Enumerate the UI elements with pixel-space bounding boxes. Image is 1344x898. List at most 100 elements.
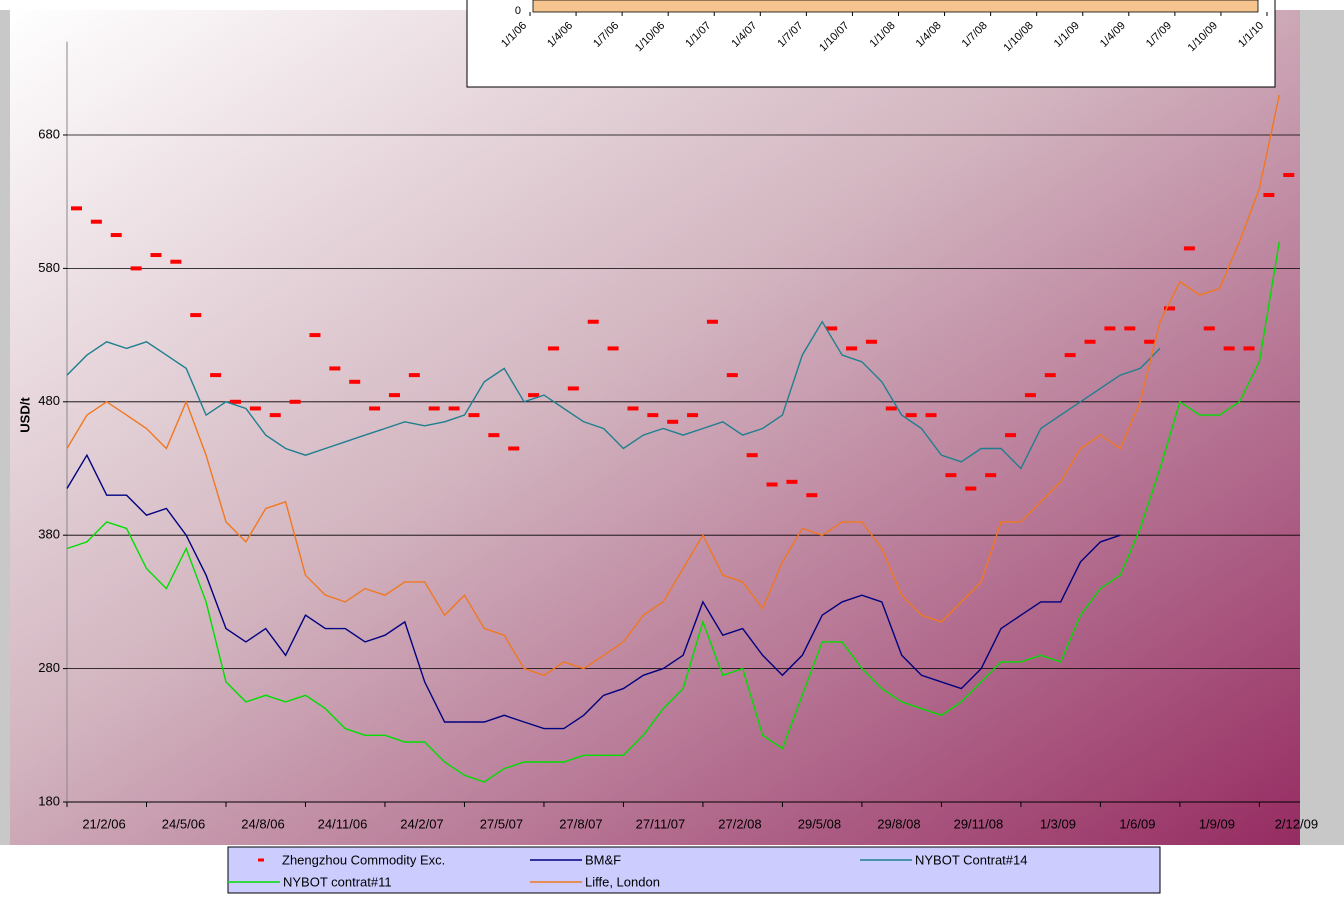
- point: [985, 473, 997, 478]
- x-tick-label: 1/6/09: [1119, 816, 1155, 831]
- x-tick-label: 24/2/07: [400, 816, 443, 831]
- point: [1044, 373, 1056, 378]
- inset-area: [532, 0, 1259, 13]
- y-tick-label: 380: [38, 527, 60, 542]
- point: [210, 373, 222, 378]
- point: [1164, 306, 1176, 311]
- point: [448, 406, 460, 411]
- point: [1263, 193, 1275, 198]
- x-tick-label: 1/3/09: [1040, 816, 1076, 831]
- point: [766, 482, 778, 487]
- y-tick-label: 580: [38, 260, 60, 275]
- point: [567, 386, 579, 391]
- point: [71, 206, 82, 211]
- point: [826, 326, 838, 331]
- inset-y-tick-label: 0: [515, 5, 521, 17]
- x-tick-label: 27/11/07: [636, 816, 686, 831]
- point: [1064, 353, 1076, 358]
- x-tick-label: 29/11/08: [954, 816, 1004, 831]
- point: [249, 406, 261, 411]
- point: [607, 346, 619, 351]
- x-tick-label: 29/5/08: [798, 816, 841, 831]
- point: [90, 219, 102, 224]
- point: [786, 479, 798, 484]
- point: [1183, 246, 1195, 251]
- legend: [227, 846, 1161, 894]
- point: [687, 413, 699, 418]
- point: [329, 366, 341, 371]
- x-tick-label: 1/9/09: [1199, 816, 1235, 831]
- point: [528, 393, 540, 398]
- x-tick-label: 24/5/06: [162, 816, 205, 831]
- point: [190, 313, 202, 318]
- y-tick-label: 480: [38, 393, 60, 408]
- y-tick-label: 280: [38, 660, 60, 675]
- point: [706, 319, 718, 324]
- legend-entries: Zhengzhou Commodity Exc. BM&F NYBOT Contra…: [228, 852, 1027, 889]
- point: [428, 406, 440, 411]
- x-tick-label: 27/8/07: [559, 816, 602, 831]
- point: [587, 319, 599, 324]
- point: [170, 259, 182, 264]
- point: [965, 486, 977, 491]
- point: [269, 413, 281, 418]
- point: [1144, 339, 1156, 344]
- point: [726, 373, 738, 378]
- point: [309, 333, 321, 338]
- point: [1243, 346, 1255, 351]
- point: [408, 373, 420, 378]
- y-tick-label: 680: [38, 126, 60, 141]
- point: [846, 346, 858, 351]
- y-tick-label: 180: [38, 793, 60, 808]
- x-tick-label: 29/8/08: [877, 816, 920, 831]
- point: [547, 346, 559, 351]
- x-tick-label: 27/5/07: [480, 816, 523, 831]
- legend-label: NYBOT contrat#11: [283, 874, 392, 889]
- point: [925, 413, 937, 418]
- legend-label: Zhengzhou Commodity Exc.: [282, 852, 445, 867]
- point: [289, 399, 301, 404]
- point: [349, 379, 361, 384]
- point: [647, 413, 659, 418]
- point: [1104, 326, 1116, 331]
- point: [1084, 339, 1096, 344]
- x-tick-label: 21/2/06: [82, 816, 125, 831]
- point: [667, 419, 679, 424]
- x-tick-label: 24/8/06: [241, 816, 284, 831]
- x-tick-label: 27/2/08: [718, 816, 761, 831]
- legend-label: Liffe, London: [585, 874, 660, 889]
- point: [1223, 346, 1235, 351]
- point: [1283, 173, 1295, 178]
- point: [905, 413, 917, 418]
- series-line: [66, 453, 1121, 730]
- x-tick-label: 2/12/09: [1275, 816, 1318, 831]
- point: [369, 406, 381, 411]
- series-line: [66, 94, 1280, 677]
- point: [388, 393, 400, 398]
- point: [130, 266, 142, 271]
- main-chart: 180 280 380 480 580 680 21/2/06 24/5/06 24/8/06 2…: [38, 41, 1318, 831]
- point: [885, 406, 897, 411]
- series-line: [66, 320, 1161, 470]
- point: [1124, 326, 1136, 331]
- point: [1024, 393, 1036, 398]
- inset-chart: [466, 0, 1276, 88]
- point: [150, 253, 162, 258]
- point: [488, 433, 500, 438]
- y-axis-label: USD/t: [17, 397, 32, 433]
- point: [806, 493, 818, 498]
- legend-label: NYBOT Contrat#14: [915, 852, 1027, 867]
- point: [1203, 326, 1215, 331]
- point: [1005, 433, 1017, 438]
- point: [229, 399, 241, 404]
- series-line: [66, 241, 1280, 783]
- legend-marker: [258, 858, 264, 862]
- point: [945, 473, 957, 478]
- point: [508, 446, 520, 451]
- x-tick-label: 24/11/06: [318, 816, 368, 831]
- point: [468, 413, 480, 418]
- point: [865, 339, 877, 344]
- plot-background: [10, 10, 1300, 845]
- point: [627, 406, 639, 411]
